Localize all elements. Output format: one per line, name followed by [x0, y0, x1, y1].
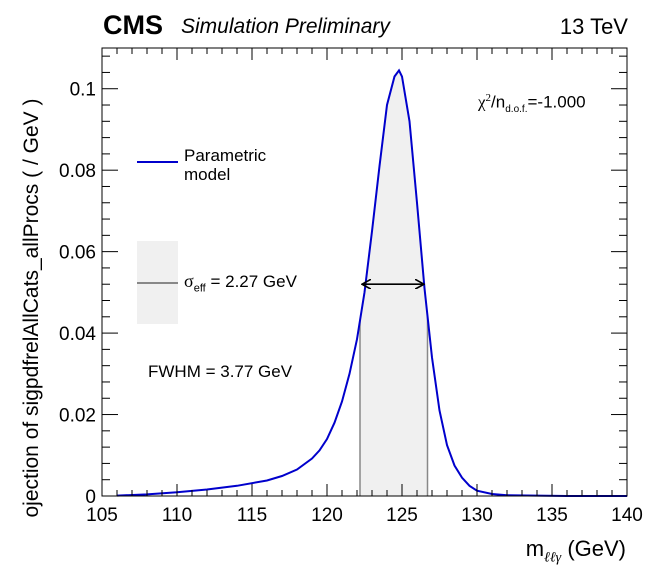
x-tick-label: 125 [386, 505, 418, 526]
simulation-preliminary-label: Simulation Preliminary [181, 15, 390, 38]
x-tick-label: 105 [86, 505, 118, 526]
x-axis-label-unit: (GeV) [561, 536, 626, 561]
sigma-eff-label: σeff = 2.27 GeV [184, 271, 297, 294]
x-axis-label-sub: ℓℓγ [544, 550, 562, 566]
chi2-sup: 2 [485, 92, 492, 104]
parametric-model-curve [116, 68, 627, 497]
y-tick-label: 0.06 [59, 243, 96, 264]
cms-label: CMS [103, 10, 163, 40]
y-tick-label: 0.08 [59, 161, 96, 182]
legend-model-line2: model [184, 165, 231, 184]
y-tick-label: 0.04 [59, 324, 96, 345]
chi2-value: =-1.000 [527, 92, 586, 112]
chi2-ndof: /n [491, 92, 506, 112]
chi2-symbol: χ [478, 92, 486, 112]
x-axis-label: mℓℓγ (GeV) [526, 536, 626, 566]
x-tick-label: 135 [536, 505, 568, 526]
chi2-ndof-label: χ2/nd.o.f.=-1.000 [478, 92, 586, 115]
y-tick-label: 0.02 [59, 406, 96, 427]
plot-frame [101, 47, 628, 497]
sigma-symbol: σ [184, 271, 194, 291]
y-tick-label: 0.1 [70, 80, 96, 101]
x-tick-label: 140 [611, 505, 643, 526]
y-axis-label: ojection of sigpdfrelAllCats_allProcs ( … [20, 98, 43, 518]
sigma-eff-band [360, 70, 428, 497]
x-tick-label: 120 [311, 505, 343, 526]
legend-model-line1: Parametric [184, 146, 267, 165]
x-tick-label: 130 [461, 505, 493, 526]
y-tick-label: 0 [85, 487, 96, 508]
sigma-value: = 2.27 GeV [205, 272, 297, 291]
legend-model-label: Parametric model [184, 146, 266, 184]
x-tick-label: 115 [237, 505, 267, 526]
sigma-sub: eff [193, 282, 206, 295]
chi2-sub: d.o.f. [505, 104, 528, 116]
y-axis-ticks: 0 0.02 0.04 0.06 0.08 0.1 [59, 55, 627, 508]
fwhm-label: FWHM = 3.77 GeV [148, 362, 293, 381]
x-tick-label: 110 [162, 505, 192, 526]
x-axis-label-main: m [525, 536, 545, 561]
energy-label: 13 TeV [559, 14, 628, 39]
